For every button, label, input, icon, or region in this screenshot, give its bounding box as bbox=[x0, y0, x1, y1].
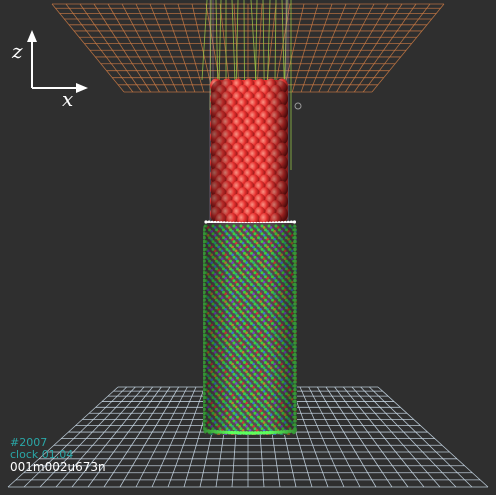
run-code: 001m002u673n bbox=[10, 461, 106, 473]
probe-marker-icon bbox=[295, 103, 301, 109]
lower-particle-column bbox=[202, 223, 298, 436]
axis-label-horizontal: x bbox=[62, 87, 73, 111]
axes-icon: z x bbox=[11, 30, 88, 111]
upper-particle-column bbox=[210, 79, 288, 228]
axis-label-vertical: z bbox=[11, 39, 23, 63]
